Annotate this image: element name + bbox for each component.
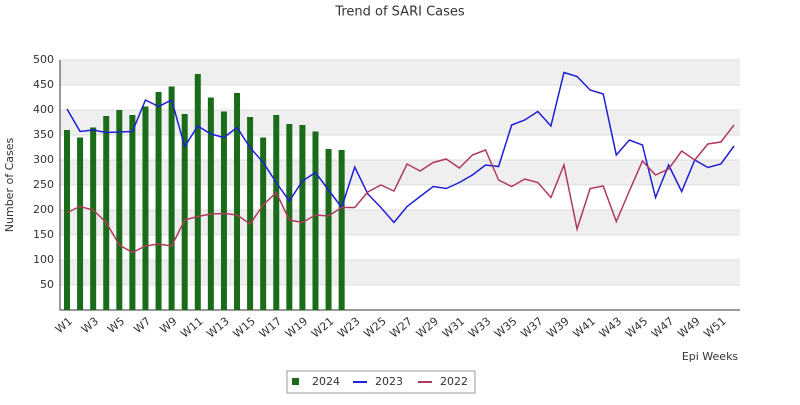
- y-tick-label: 50: [40, 278, 54, 291]
- x-tick-label: W3: [79, 315, 101, 336]
- bar: [90, 127, 97, 310]
- y-tick-label: 200: [33, 203, 54, 216]
- x-tick-label: W19: [283, 315, 310, 341]
- bar: [312, 131, 319, 310]
- x-tick-label: W9: [157, 315, 179, 336]
- y-tick-label: 500: [33, 53, 54, 66]
- y-tick-label: 150: [33, 228, 54, 241]
- x-tick-label: W41: [571, 315, 598, 341]
- x-axis-title: Epi Weeks: [682, 350, 739, 363]
- x-tick-label: W27: [387, 315, 414, 341]
- bar: [103, 116, 110, 310]
- grid-band: [60, 110, 740, 135]
- line: [66, 124, 735, 254]
- x-tick-label: W5: [105, 315, 127, 336]
- x-tick-label: W47: [649, 315, 676, 341]
- bar: [194, 74, 201, 310]
- bar: [260, 137, 267, 310]
- x-tick-label: W25: [361, 315, 388, 341]
- bar: [273, 115, 280, 310]
- grid-band: [60, 210, 740, 235]
- bar: [338, 150, 345, 310]
- x-tick-label: W51: [701, 315, 728, 341]
- x-tick-label: W35: [492, 315, 519, 341]
- y-tick-label: 350: [33, 128, 54, 141]
- y-tick-label: 300: [33, 153, 54, 166]
- bar: [286, 124, 293, 310]
- bar: [142, 106, 149, 310]
- bar: [168, 86, 175, 310]
- x-tick-label: W33: [466, 315, 493, 341]
- y-tick-label: 250: [33, 178, 54, 191]
- y-tick-label: 400: [33, 103, 54, 116]
- x-tick-label: W17: [257, 315, 284, 341]
- x-tick-label: W31: [440, 315, 467, 341]
- bar: [64, 130, 70, 310]
- bar: [207, 97, 214, 310]
- bar: [220, 111, 227, 310]
- x-tick-label: W37: [518, 315, 545, 341]
- bar: [181, 114, 188, 310]
- chart-title: Trend of SARI Cases: [334, 5, 465, 20]
- bar: [234, 93, 241, 310]
- x-tick-label: W29: [414, 315, 441, 341]
- bar: [299, 125, 306, 310]
- y-axis-title: Number of Cases: [3, 138, 16, 233]
- y-tick-label: 100: [33, 253, 54, 266]
- x-tick-label: W45: [623, 315, 650, 341]
- bar: [325, 149, 332, 310]
- bar: [77, 137, 84, 310]
- legend-label: 2024: [312, 375, 340, 388]
- x-tick-label: W49: [675, 315, 702, 341]
- line: [66, 71, 735, 224]
- bar: [129, 115, 136, 310]
- y-tick-label: 450: [33, 78, 54, 91]
- legend-swatch: [292, 378, 299, 385]
- x-tick-label: W1: [53, 315, 75, 336]
- x-tick-label: W15: [231, 315, 258, 341]
- x-tick-label: W21: [309, 315, 336, 341]
- grid-band: [60, 260, 740, 285]
- x-tick-label: W43: [597, 315, 624, 341]
- grid-band: [60, 60, 740, 85]
- legend-label: 2022: [440, 375, 468, 388]
- x-tick-label: W11: [178, 315, 205, 341]
- x-tick-label: W39: [544, 315, 571, 341]
- x-tick-label: W7: [131, 315, 153, 336]
- bar: [247, 117, 254, 310]
- legend-label: 2023: [375, 375, 403, 388]
- x-tick-label: W23: [335, 315, 362, 341]
- legend-box: [286, 370, 476, 394]
- x-tick-label: W13: [204, 315, 231, 341]
- bar: [155, 92, 162, 310]
- bar: [116, 110, 123, 310]
